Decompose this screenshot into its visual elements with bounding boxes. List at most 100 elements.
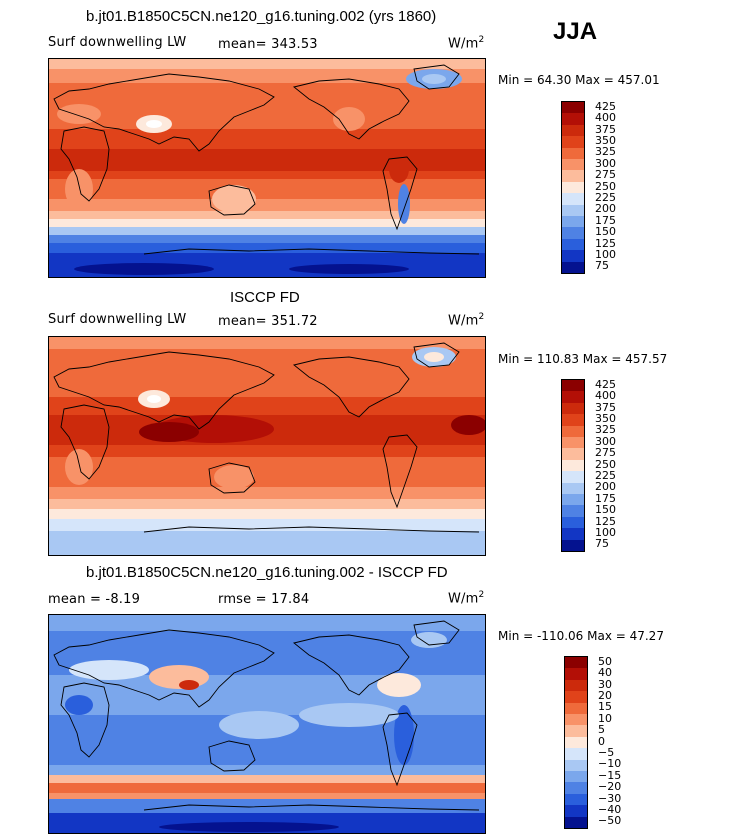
colorbar-cell — [565, 748, 587, 761]
colorbar-tick-label: 20 — [598, 688, 612, 702]
panel1-map — [48, 58, 486, 278]
colorbar-cell — [565, 725, 587, 738]
colorbar-tick-label: −10 — [598, 757, 622, 771]
colorbar-cell — [565, 816, 587, 829]
colorbar-cell — [562, 216, 584, 228]
colorbar-tick-label: −50 — [598, 814, 622, 828]
panel3-colorbar — [564, 656, 588, 829]
colorbar-tick-label: −20 — [598, 780, 622, 794]
colorbar-tick-label: 225 — [595, 468, 616, 482]
colorbar-cell — [562, 147, 584, 160]
colorbar-cell — [562, 124, 584, 137]
colorbar-cell — [562, 181, 584, 194]
colorbar-tick-label: 75 — [595, 537, 609, 551]
panel2-minmax: Min = 110.83 Max = 457.57 — [498, 352, 668, 366]
colorbar-tick-label: −30 — [598, 791, 622, 805]
panel1-variable: Surf downwelling LW — [48, 35, 187, 50]
colorbar-cell — [565, 759, 587, 772]
panel3-units: W/m2 — [448, 590, 485, 607]
colorbar-tick-label: 10 — [598, 711, 612, 725]
colorbar-cell — [562, 482, 584, 495]
panel3-coastlines — [53, 620, 480, 811]
colorbar-cell — [565, 782, 587, 795]
colorbar-tick-label: 300 — [595, 434, 616, 448]
panel1-title: b.jt01.B1850C5CN.ne120_g16.tuning.002 (y… — [86, 8, 437, 25]
colorbar-tick-label: 15 — [598, 700, 612, 714]
colorbar-tick-label: 300 — [595, 156, 616, 170]
colorbar-cell — [562, 448, 584, 461]
colorbar-cell — [562, 494, 584, 506]
colorbar-cell — [565, 702, 587, 715]
colorbar-cell — [562, 136, 584, 149]
colorbar-tick-label: 350 — [595, 133, 616, 147]
panel1-map-svg — [49, 59, 485, 277]
colorbar-cell — [562, 380, 584, 392]
colorbar-tick-label: 150 — [595, 225, 616, 239]
colorbar-cell — [562, 539, 584, 552]
colorbar-tick-label: 75 — [595, 259, 609, 273]
colorbar-tick-label: 350 — [595, 411, 616, 425]
colorbar-cell — [562, 414, 584, 427]
colorbar-tick-label: 200 — [595, 480, 616, 494]
colorbar-tick-label: 0 — [598, 734, 605, 748]
colorbar-cell — [562, 102, 584, 114]
panel3-map — [48, 614, 486, 834]
colorbar-cell — [565, 771, 587, 783]
panel1-units: W/m2 — [448, 35, 485, 52]
colorbar-cell — [562, 170, 584, 183]
colorbar-cell — [565, 736, 587, 749]
colorbar-tick-label: 5 — [598, 723, 605, 737]
panel1-field — [49, 59, 485, 277]
panel2-coastlines — [53, 342, 480, 533]
colorbar-cell — [562, 516, 584, 529]
season-label: JJA — [553, 18, 598, 45]
colorbar-tick-label: 400 — [595, 389, 616, 403]
colorbar-cell — [562, 505, 584, 518]
colorbar-tick-label: 175 — [595, 213, 616, 227]
colorbar-cell — [562, 437, 584, 449]
colorbar-tick-label: 175 — [595, 491, 616, 505]
panel2-mean: mean= 351.72 — [218, 314, 318, 329]
colorbar-cell — [562, 238, 584, 251]
colorbar-tick-label: 100 — [595, 247, 616, 261]
colorbar-tick-label: 425 — [595, 377, 616, 391]
colorbar-cell — [565, 657, 587, 669]
panel2-map-svg — [49, 337, 485, 555]
colorbar-tick-label: 375 — [595, 400, 616, 414]
panel3-field — [49, 615, 485, 833]
panel1-minmax: Min = 64.30 Max = 457.01 — [498, 73, 660, 87]
panel2-field — [49, 337, 485, 555]
colorbar-cell — [562, 193, 584, 206]
colorbar-tick-label: 425 — [595, 99, 616, 113]
colorbar-tick-label: 40 — [598, 666, 612, 680]
colorbar-tick-label: 125 — [595, 514, 616, 528]
panel2-map — [48, 336, 486, 556]
colorbar-tick-label: −40 — [598, 802, 622, 816]
panel2-units: W/m2 — [448, 312, 485, 329]
colorbar-tick-label: 225 — [595, 190, 616, 204]
colorbar-tick-label: 275 — [595, 168, 616, 182]
panel2-title: ISCCP FD — [230, 289, 300, 306]
colorbar-cell — [565, 805, 587, 818]
colorbar-cell — [565, 714, 587, 726]
colorbar-tick-label: 325 — [595, 145, 616, 159]
panel3-minmax: Min = -110.06 Max = 47.27 — [498, 629, 664, 643]
panel1-coastlines — [53, 64, 480, 255]
colorbar-cell — [562, 425, 584, 438]
colorbar-cell — [562, 113, 584, 126]
panel2-variable: Surf downwelling LW — [48, 312, 187, 327]
colorbar-tick-label: 200 — [595, 202, 616, 216]
colorbar-cell — [562, 459, 584, 472]
colorbar-cell — [562, 402, 584, 415]
colorbar-tick-label: −15 — [598, 768, 622, 782]
colorbar-cell — [562, 227, 584, 240]
colorbar-tick-label: 275 — [595, 446, 616, 460]
panel1-mean: mean= 343.53 — [218, 37, 318, 52]
colorbar-tick-label: 125 — [595, 236, 616, 250]
colorbar-tick-label: 325 — [595, 423, 616, 437]
colorbar-tick-label: 30 — [598, 677, 612, 691]
colorbar-tick-label: 50 — [598, 654, 612, 668]
panel1-colorbar — [561, 101, 585, 274]
colorbar-cell — [565, 679, 587, 692]
panel3-title: b.jt01.B1850C5CN.ne120_g16.tuning.002 - … — [86, 564, 448, 581]
